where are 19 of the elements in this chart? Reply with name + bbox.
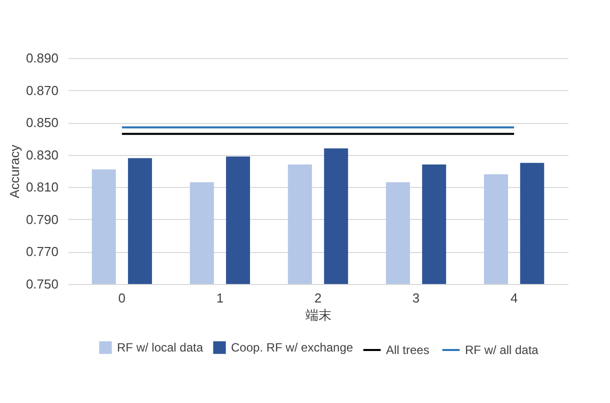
x-tick-label: 0 xyxy=(118,290,126,306)
y-tick-label: 0.850 xyxy=(26,115,58,130)
y-tick-label: 0.870 xyxy=(26,82,58,98)
x-tick-label: 1 xyxy=(216,290,224,306)
x-axis-title: 端末 xyxy=(306,308,332,322)
legend-label: All trees xyxy=(386,343,430,357)
legend-label: RF w/ all data xyxy=(465,343,539,357)
y-axis-title: Accuracy xyxy=(6,144,22,198)
y-tick-label: 0.830 xyxy=(26,147,58,162)
y-tick-label: 0.770 xyxy=(26,244,58,260)
y-tick-label: 0.790 xyxy=(26,212,58,227)
x-tick-label: 3 xyxy=(412,290,420,306)
x-tick-label: 4 xyxy=(510,290,518,306)
y-tick-label: 0.810 xyxy=(26,180,58,195)
x-tick-label: 2 xyxy=(314,290,322,306)
legend-label: Coop. RF w/ exchange xyxy=(231,340,354,355)
y-tick-label: 0.890 xyxy=(26,50,58,66)
legend-label: RF w/ local data xyxy=(117,340,204,355)
y-tick-label: 0.750 xyxy=(26,276,58,292)
